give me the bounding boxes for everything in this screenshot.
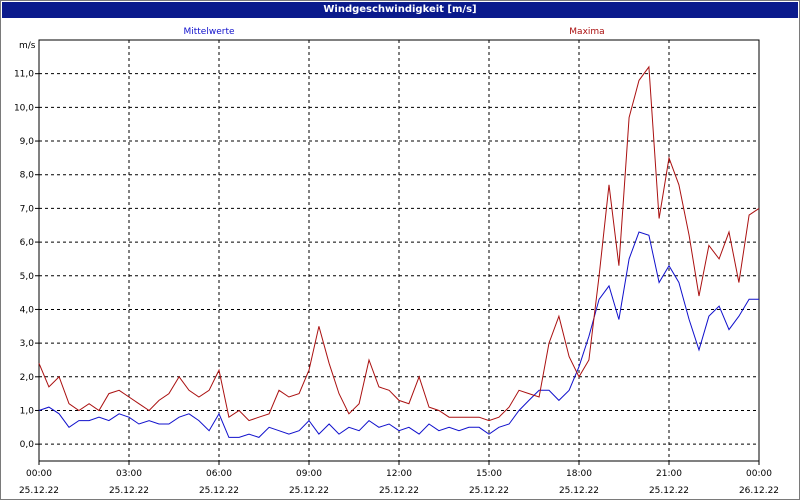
x-tick-date-label: 25.12.22	[559, 486, 599, 496]
x-tick-date-label: 25.12.22	[289, 486, 329, 496]
grid-lines	[38, 40, 760, 461]
y-tick-label: 11,0	[14, 70, 34, 80]
y-tick-label: 9,0	[20, 137, 35, 147]
x-tick-date-label: 25.12.22	[469, 486, 509, 496]
x-tick-time-label: 18:00	[566, 469, 592, 479]
series-line-mittelwerte	[38, 231, 759, 438]
x-tick-time-label: 06:00	[206, 469, 232, 479]
y-tick-label: 2,0	[20, 373, 35, 383]
x-tick-date-label: 25.12.22	[649, 486, 689, 496]
y-axis-label: m/s	[19, 41, 36, 51]
y-tick-label: 4,0	[20, 305, 35, 315]
x-tick-date-label: 25.12.22	[109, 486, 149, 496]
y-tick-label: 0,0	[20, 440, 35, 450]
legend-maxima: Maxima	[569, 27, 604, 37]
window-title: Windgeschwindigkeit [m/s]	[2, 2, 798, 18]
x-tick-date-label: 25.12.22	[379, 486, 419, 496]
x-tick-time-label: 03:00	[116, 469, 142, 479]
x-tick-time-label: 21:00	[656, 469, 682, 479]
x-tick-date-label: 25.12.22	[199, 486, 239, 496]
x-tick-time-label: 15:00	[476, 469, 502, 479]
x-tick-time-label: 00:00	[746, 469, 772, 479]
series-lines	[38, 65, 760, 438]
y-tick-label: 6,0	[20, 238, 35, 248]
y-tick-label: 7,0	[20, 204, 35, 214]
series-line-maxima	[38, 65, 760, 422]
y-tick-label: 10,0	[14, 103, 34, 113]
x-axis-ticks: 00:00 25.12.22 03:00 25.12.22 06:00 25.12.22 0…	[19, 461, 779, 496]
y-tick-label: 1,0	[20, 406, 35, 416]
y-tick-label: 3,0	[20, 339, 35, 349]
y-axis-ticks: 0,0 1,0 2,0 3,0 4,0 5,0 6,0 7,0 8,0 9,0 10,0 11,0	[14, 70, 39, 450]
x-tick-time-label: 09:00	[296, 469, 322, 479]
x-tick-time-label: 12:00	[386, 469, 412, 479]
legend-mittelwerte: Mittelwerte	[183, 27, 234, 37]
y-tick-label: 8,0	[20, 171, 35, 181]
y-tick-label: 5,0	[20, 272, 35, 282]
x-tick-date-label: 25.12.22	[19, 486, 59, 496]
x-tick-date-label: 26.12.22	[739, 486, 779, 496]
x-tick-time-label: 00:00	[26, 469, 52, 479]
